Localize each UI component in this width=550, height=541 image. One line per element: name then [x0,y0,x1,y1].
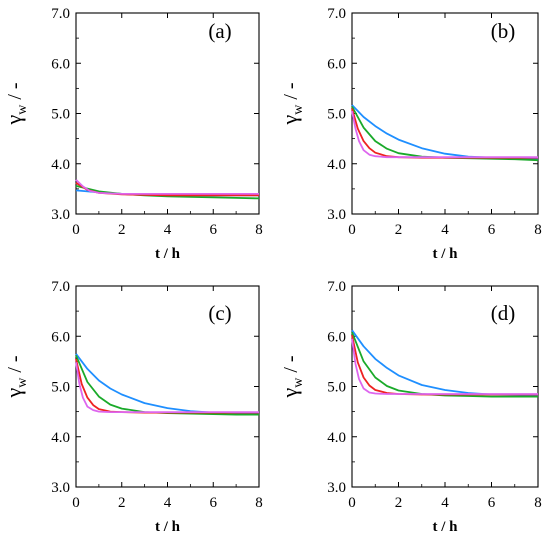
y-axis-label-main: γ [1,387,26,398]
series-line-2 [351,106,539,162]
y-tick-label: 7.0 [51,279,70,295]
x-tick-label: 0 [72,222,80,238]
series-line-3 [351,108,538,159]
y-axis-label: γw / - [1,82,30,125]
y-tick-label: 4.0 [327,157,346,173]
series-line-4 [351,338,538,395]
series-line-4 [75,179,259,195]
x-tick-label: 2 [395,495,403,511]
series-line-4 [351,110,538,159]
panel-label: (b) [491,19,516,43]
y-tick-label: 5.0 [51,107,70,123]
y-tick-label: 5.0 [51,380,70,396]
series-line-4 [75,362,259,413]
y-tick-label: 4.0 [51,430,70,446]
y-tick-label: 7.0 [327,6,346,22]
chart-panel-2: 0 2 4 6 8 3.0 4.0 5.0 6.0 7.0 (b) t / h γw / - [277,6,542,262]
y-axis-label-main: γ [277,387,302,398]
x-tick-label: 4 [164,495,172,511]
y-axis-label-subscript: w [291,377,306,388]
x-tick-label: 8 [255,222,263,238]
y-tick-label: 7.0 [327,279,346,295]
panel-label: (a) [208,19,231,43]
x-tick-label: 4 [441,495,449,511]
y-tick-label: 6.0 [51,329,70,345]
series-line-1 [75,353,259,414]
x-tick-label: 0 [348,222,356,238]
y-axis-label-unit: / - [280,82,302,104]
x-tick-label: 8 [534,495,542,511]
y-tick-label: 3.0 [327,207,346,223]
x-tick-label: 4 [441,222,449,238]
y-tick-label: 6.0 [51,56,70,72]
y-tick-label: 7.0 [51,6,70,22]
y-tick-label: 3.0 [51,480,70,496]
y-tick-label: 5.0 [327,107,346,123]
x-tick-label: 4 [164,222,172,238]
chart-panel-4: 0 2 4 6 8 3.0 4.0 5.0 6.0 7.0 (d) t / h γw / - [277,279,542,535]
y-axis-label-main: γ [277,114,302,125]
x-axis-label: t / h [155,519,181,535]
y-tick-label: 3.0 [51,207,70,223]
x-axis-label: t / h [432,519,458,535]
y-axis-label: γw / - [277,82,306,125]
y-tick-label: 6.0 [327,329,346,345]
chart-panel-1: 0 2 4 6 8 3.0 4.0 5.0 6.0 7.0 (a) t / h γw / - [1,6,263,262]
series-line-1 [351,104,539,160]
y-tick-label: 6.0 [327,56,346,72]
x-axis-label: t / h [155,246,181,262]
y-axis-label-subscript: w [15,104,30,115]
x-tick-label: 0 [72,495,80,511]
y-tick-label: 5.0 [327,380,346,396]
x-tick-label: 6 [210,495,218,511]
x-tick-label: 2 [118,495,126,511]
x-axis-label: t / h [432,246,458,262]
series-line-3 [75,358,259,414]
x-tick-label: 2 [395,222,403,238]
x-tick-label: 2 [118,222,126,238]
series-line-1 [351,329,539,397]
panel-label: (d) [491,301,516,325]
y-axis-label-subscript: w [291,104,306,115]
plot-frame [351,12,539,215]
y-tick-label: 4.0 [51,157,70,173]
series-line-2 [75,185,260,200]
chart-panel-3: 0 2 4 6 8 3.0 4.0 5.0 6.0 7.0 (c) t / h γw / - [1,279,263,535]
y-axis-label-main: γ [1,114,26,125]
x-tick-label: 6 [488,222,496,238]
y-tick-label: 4.0 [327,430,346,446]
x-tick-label: 0 [348,495,356,511]
x-tick-label: 6 [210,222,218,238]
y-axis-label-unit: / - [280,355,302,377]
y-axis-label-subscript: w [15,377,30,388]
series-line-3 [351,335,538,396]
series-line-2 [75,354,259,416]
y-axis-label-unit: / - [4,355,26,377]
y-axis-label: γw / - [1,355,30,398]
y-tick-label: 3.0 [327,480,346,496]
x-tick-label: 6 [488,495,496,511]
y-axis-label: γw / - [277,355,306,398]
series-line-2 [351,331,538,398]
plot-frame [75,12,260,215]
x-tick-label: 8 [534,222,542,238]
x-tick-label: 8 [255,495,263,511]
panel-label: (c) [208,301,231,325]
y-axis-label-unit: / - [4,82,26,104]
